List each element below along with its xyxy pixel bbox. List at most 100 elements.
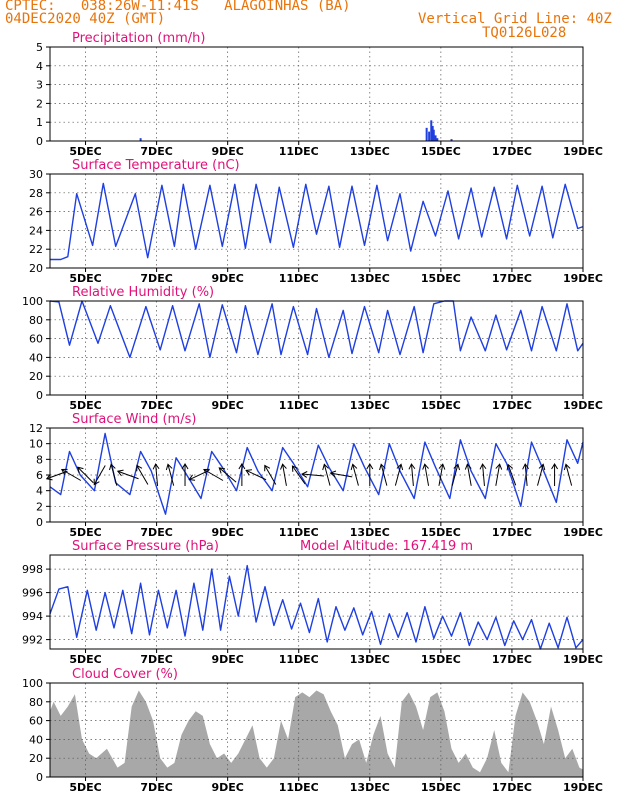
precip-xtick-label: 9DEC (211, 145, 243, 158)
cloud-xtick-label: 17DEC (492, 781, 532, 794)
precip-bar (432, 129, 435, 141)
wind-arrow (245, 469, 267, 481)
wind-ytick-label: 10 (29, 438, 43, 451)
wind-xtick-label: 17DEC (492, 526, 532, 539)
wind-arrow (155, 463, 159, 487)
wind-arrow-head (366, 463, 374, 470)
precip-bar (139, 138, 142, 141)
precip-bar (434, 135, 437, 141)
wind-arrow-head (506, 463, 514, 471)
wind-arrow-head (322, 463, 329, 471)
wind-arrow (451, 464, 459, 486)
cloud-ytick-label: 60 (29, 715, 43, 728)
wind-title: Surface Wind (m/s) (72, 412, 196, 427)
rh-xtick-label: 19DEC (563, 399, 603, 412)
cloud-xtick-label: 15DEC (421, 781, 461, 794)
precip-bar (430, 120, 433, 141)
wind-arrow-head (350, 463, 358, 471)
precip-xtick-label: 17DEC (492, 145, 532, 158)
wind-arrow-head (329, 470, 337, 478)
pressure-ytick-label: 998 (22, 563, 43, 576)
temp-xtick-label: 13DEC (350, 272, 390, 285)
wind-arrow-head (379, 463, 386, 471)
pressure-annotation: Model Altitude: 167.419 m (300, 539, 473, 554)
rh-ytick-label: 100 (22, 295, 43, 308)
pressure-xtick-label: 9DEC (211, 653, 243, 666)
pressure-xtick-label: 11DEC (279, 653, 319, 666)
temp-ytick-label: 30 (29, 168, 43, 181)
precip-xtick-label: 13DEC (350, 145, 390, 158)
pressure-series-line (49, 564, 584, 650)
wind-arrow-head (136, 464, 143, 472)
rh-ytick-label: 20 (29, 370, 43, 383)
rh-xtick-label: 11DEC (279, 399, 319, 412)
cloud-ytick-label: 80 (29, 696, 43, 709)
wind-ytick-label: 0 (36, 516, 43, 529)
pressure-xtick-label: 7DEC (140, 653, 172, 666)
cloud-xtick-label: 13DEC (350, 781, 390, 794)
wind-arrow (482, 463, 485, 487)
precip-xtick-label: 19DEC (563, 145, 603, 158)
precip-bar (425, 127, 428, 141)
wind-arrow (352, 464, 359, 486)
wind-arrow-head (551, 463, 559, 470)
precip-frame (49, 46, 584, 142)
wind-arrow (438, 464, 444, 486)
temp-xtick-label: 9DEC (211, 272, 243, 285)
pressure-title: Surface Pressure (hPa) (72, 539, 219, 554)
wind-arrow (167, 464, 175, 486)
wind-arrow-head (109, 463, 116, 471)
header-station-line: CPTEC: 038:26W-11:41S ALAGOINHAS (BA) (5, 0, 351, 14)
rh-frame (49, 300, 584, 396)
rh-ytick-label: 80 (29, 314, 43, 327)
cloud-ytick-label: 0 (36, 771, 43, 784)
wind-arrow (565, 464, 573, 486)
wind-arrow (424, 464, 430, 486)
wind-ytick-label: 2 (36, 500, 43, 513)
cloud-xtick-label: 19DEC (563, 781, 603, 794)
wind-xtick-label: 15DEC (421, 526, 461, 539)
wind-arrow-head (464, 463, 472, 470)
wind-arrow-head (188, 474, 196, 481)
temp-frame (49, 173, 584, 269)
wind-arrow (394, 464, 402, 486)
header-grid-line-note: Vertical Grid Line: 40Z (418, 11, 612, 27)
temp-panel: Surface Temperature (nC) 20 22 24 26 28 30 5DEC… (29, 158, 603, 285)
pressure-ytick-label: 992 (22, 634, 43, 647)
wind-arrow-head (264, 464, 271, 472)
wind-xtick-label: 7DEC (140, 526, 172, 539)
wind-arrow-head (60, 468, 68, 475)
wind-ytick-label: 8 (36, 453, 43, 466)
wind-arrow-head (45, 473, 53, 481)
wind-arrow (292, 465, 306, 485)
wind-arrow-head (453, 463, 461, 471)
wind-arrow (410, 463, 414, 487)
temp-xtick-label: 11DEC (279, 272, 319, 285)
pressure-xtick-label: 5DEC (69, 653, 101, 666)
wind-arrow-head (165, 463, 173, 471)
wind-arrow-head (495, 463, 503, 470)
cloud-title: Cloud Cover (%) (72, 667, 178, 682)
wind-arrow (117, 470, 139, 480)
precip-ytick-label: 1 (36, 116, 43, 129)
cloud-xtick-label: 7DEC (140, 781, 172, 794)
temp-xtick-label: 15DEC (421, 272, 461, 285)
precip-ytick-label: 2 (36, 97, 43, 110)
rh-xtick-label: 9DEC (211, 399, 243, 412)
wind-arrow (330, 472, 353, 478)
wind-arrow-head (203, 468, 210, 475)
wind-xtick-label: 19DEC (563, 526, 603, 539)
wind-arrow (380, 464, 388, 486)
temp-ytick-label: 24 (29, 224, 43, 237)
wind-arrow-head (238, 463, 246, 470)
pressure-xtick-label: 19DEC (563, 653, 603, 666)
wind-arrow-head (438, 463, 446, 470)
rh-series-line (49, 300, 584, 359)
rh-xtick-label: 13DEC (350, 399, 390, 412)
temp-ytick-label: 26 (29, 206, 43, 219)
precip-bar (450, 139, 453, 141)
rh-ytick-label: 40 (29, 351, 43, 364)
precip-bar (436, 138, 439, 141)
cloud-cover-area (50, 690, 583, 777)
cloud-ytick-label: 20 (29, 752, 43, 765)
